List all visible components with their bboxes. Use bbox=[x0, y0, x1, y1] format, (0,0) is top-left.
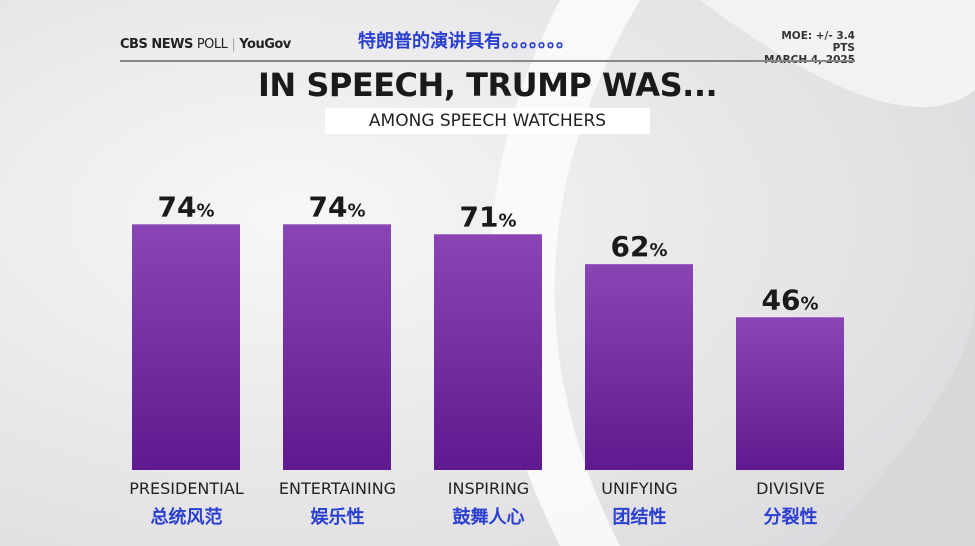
chart-subtitle: AMONG SPEECH WATCHERS bbox=[325, 108, 650, 134]
chinese-annotation-title: 特朗普的演讲具有。。。。。。。 bbox=[358, 31, 574, 52]
data-label: 74% bbox=[308, 190, 365, 223]
category-label: UNIFYING bbox=[601, 479, 678, 498]
category-label-cn: 鼓舞人心 bbox=[452, 507, 525, 528]
category-label: DIVISIVE bbox=[756, 479, 825, 498]
data-label: 62% bbox=[610, 230, 667, 263]
bar-divisive bbox=[736, 317, 844, 470]
category-label: INSPIRING bbox=[447, 479, 530, 498]
bar-entertaining bbox=[283, 224, 391, 470]
moe-date: MOE: +/- 3.4 PTSMARCH 4, 2025 bbox=[764, 30, 855, 66]
category-label: ENTERTAINING bbox=[278, 479, 397, 498]
bar-presidential bbox=[132, 224, 240, 470]
bar-inspiring bbox=[434, 234, 542, 470]
chart-title: IN SPEECH, TRUMP WAS... bbox=[258, 66, 718, 104]
header-divider bbox=[120, 60, 855, 62]
bar-unifying bbox=[585, 264, 693, 470]
cbs-yougov-logo: CBS NEWS POLL | YouGov bbox=[120, 37, 291, 52]
category-label: PRESIDENTIAL bbox=[129, 479, 244, 498]
data-label: 46% bbox=[761, 283, 818, 316]
category-label-cn: 娱乐性 bbox=[310, 507, 365, 528]
data-label: 74% bbox=[157, 190, 214, 223]
category-label-cn: 团结性 bbox=[612, 507, 667, 528]
category-label-cn: 总统风范 bbox=[150, 507, 223, 528]
data-label: 71% bbox=[459, 200, 516, 233]
category-label-cn: 分裂性 bbox=[763, 507, 818, 528]
